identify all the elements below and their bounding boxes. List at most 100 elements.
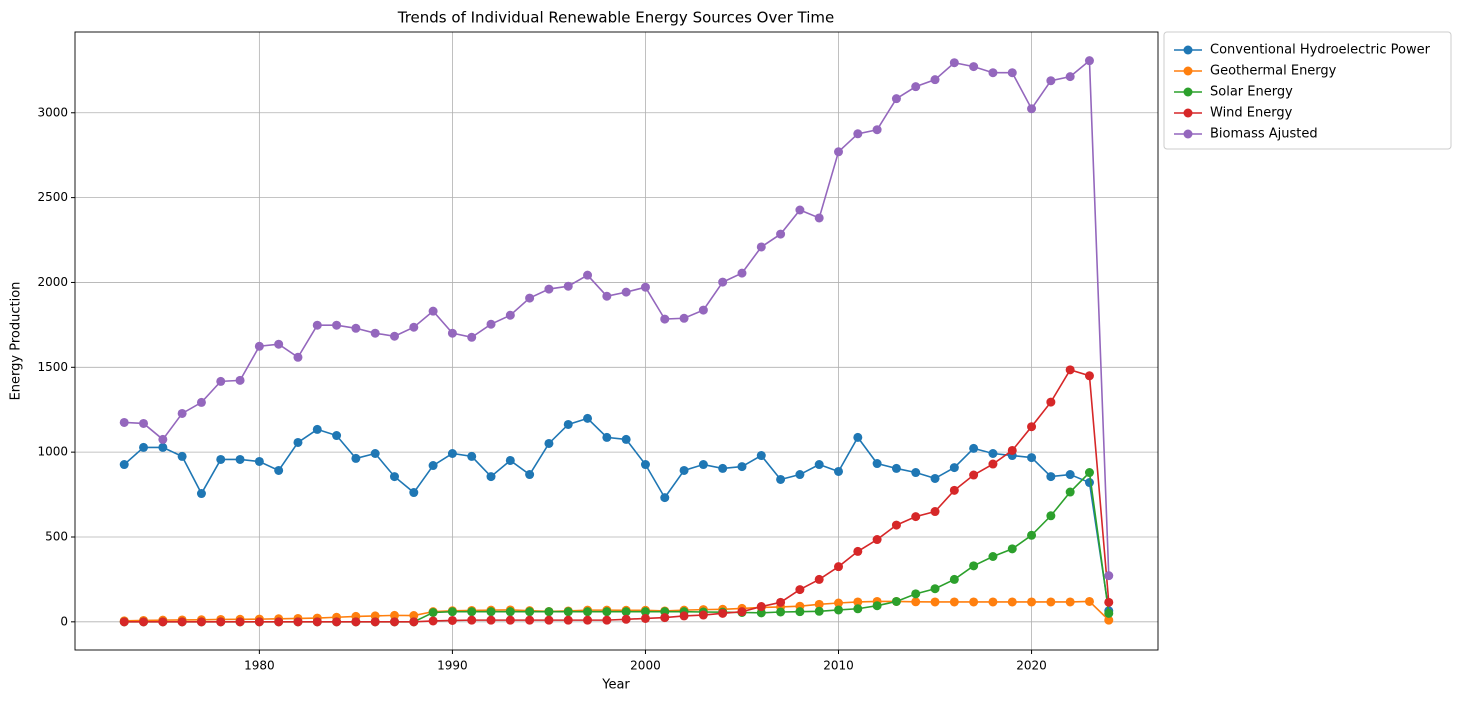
legend-label: Biomass Ajusted bbox=[1210, 127, 1318, 142]
data-point bbox=[235, 617, 245, 627]
data-point bbox=[447, 615, 457, 625]
data-point bbox=[196, 617, 206, 627]
data-point bbox=[486, 472, 496, 482]
data-point bbox=[467, 451, 477, 461]
data-point bbox=[351, 617, 361, 627]
data-point bbox=[563, 607, 573, 617]
data-point bbox=[235, 454, 245, 464]
data-point bbox=[1065, 470, 1075, 480]
data-point bbox=[988, 68, 998, 78]
series-line bbox=[124, 59, 1110, 576]
data-point bbox=[467, 607, 477, 617]
data-point bbox=[949, 463, 959, 473]
data-point bbox=[216, 376, 226, 386]
data-point bbox=[1027, 422, 1037, 432]
data-point bbox=[583, 270, 593, 280]
data-point bbox=[486, 615, 496, 625]
data-point bbox=[1027, 104, 1037, 114]
data-point bbox=[602, 615, 612, 625]
data-point bbox=[428, 607, 438, 617]
data-point bbox=[235, 375, 245, 385]
data-point bbox=[158, 442, 168, 452]
x-axis-label: Year bbox=[601, 678, 630, 693]
data-point bbox=[776, 607, 786, 617]
series-line bbox=[124, 368, 1110, 623]
data-point bbox=[776, 229, 786, 239]
data-point bbox=[312, 617, 322, 627]
data-point bbox=[274, 465, 284, 475]
data-point bbox=[756, 451, 766, 461]
x-tick-label: 1990 bbox=[437, 659, 468, 673]
data-point bbox=[795, 585, 805, 595]
data-point bbox=[1007, 597, 1017, 607]
data-point bbox=[718, 277, 728, 287]
data-point bbox=[332, 431, 342, 441]
data-point bbox=[891, 596, 901, 606]
data-point bbox=[1065, 365, 1075, 375]
y-tick-label: 3000 bbox=[37, 105, 68, 119]
data-point bbox=[1027, 530, 1037, 540]
data-point bbox=[467, 615, 477, 625]
legend-marker bbox=[1183, 87, 1193, 97]
data-point bbox=[930, 75, 940, 85]
plot-frame bbox=[74, 31, 1159, 651]
data-point bbox=[737, 462, 747, 472]
data-point bbox=[756, 602, 766, 612]
data-point bbox=[679, 313, 689, 323]
data-point bbox=[988, 597, 998, 607]
data-point bbox=[1046, 511, 1056, 521]
data-point bbox=[119, 460, 129, 470]
data-point bbox=[389, 472, 399, 482]
data-point bbox=[332, 617, 342, 627]
data-point bbox=[505, 615, 515, 625]
data-point bbox=[525, 470, 535, 480]
data-point bbox=[254, 617, 264, 627]
data-point bbox=[660, 493, 670, 503]
data-point bbox=[312, 424, 322, 434]
legend-label: Wind Energy bbox=[1210, 106, 1293, 121]
data-point bbox=[505, 310, 515, 320]
data-point bbox=[1007, 68, 1017, 78]
data-point bbox=[1065, 72, 1075, 82]
data-point bbox=[177, 451, 187, 461]
data-point bbox=[814, 213, 824, 223]
data-point bbox=[486, 319, 496, 329]
data-point bbox=[969, 443, 979, 453]
data-point bbox=[891, 520, 901, 530]
x-tick-label: 2000 bbox=[630, 659, 661, 673]
data-point bbox=[1104, 615, 1114, 625]
x-tick-label: 2020 bbox=[1016, 659, 1047, 673]
data-point bbox=[814, 574, 824, 584]
data-point bbox=[274, 617, 284, 627]
data-point bbox=[679, 465, 689, 475]
data-point bbox=[409, 322, 419, 332]
data-point bbox=[602, 291, 612, 301]
series-line bbox=[124, 600, 1110, 622]
series-line bbox=[124, 470, 1110, 623]
y-tick-label: 2000 bbox=[37, 275, 68, 289]
data-point bbox=[949, 574, 959, 584]
data-point bbox=[621, 434, 631, 444]
data-point bbox=[563, 281, 573, 291]
data-point bbox=[1084, 596, 1094, 606]
data-point bbox=[293, 617, 303, 627]
data-point bbox=[698, 460, 708, 470]
data-point bbox=[544, 438, 554, 448]
data-point bbox=[158, 434, 168, 444]
data-point bbox=[216, 617, 226, 627]
data-point bbox=[1065, 597, 1075, 607]
data-point bbox=[505, 455, 515, 465]
data-point bbox=[254, 456, 264, 466]
data-point bbox=[621, 287, 631, 297]
data-point bbox=[583, 607, 593, 617]
data-point bbox=[988, 449, 998, 459]
data-point bbox=[1084, 468, 1094, 478]
data-point bbox=[428, 306, 438, 316]
data-point bbox=[834, 466, 844, 476]
data-point bbox=[969, 62, 979, 72]
legend-label: Solar Energy bbox=[1210, 85, 1293, 100]
data-point bbox=[370, 449, 380, 459]
data-point bbox=[718, 463, 728, 473]
data-point bbox=[930, 597, 940, 607]
